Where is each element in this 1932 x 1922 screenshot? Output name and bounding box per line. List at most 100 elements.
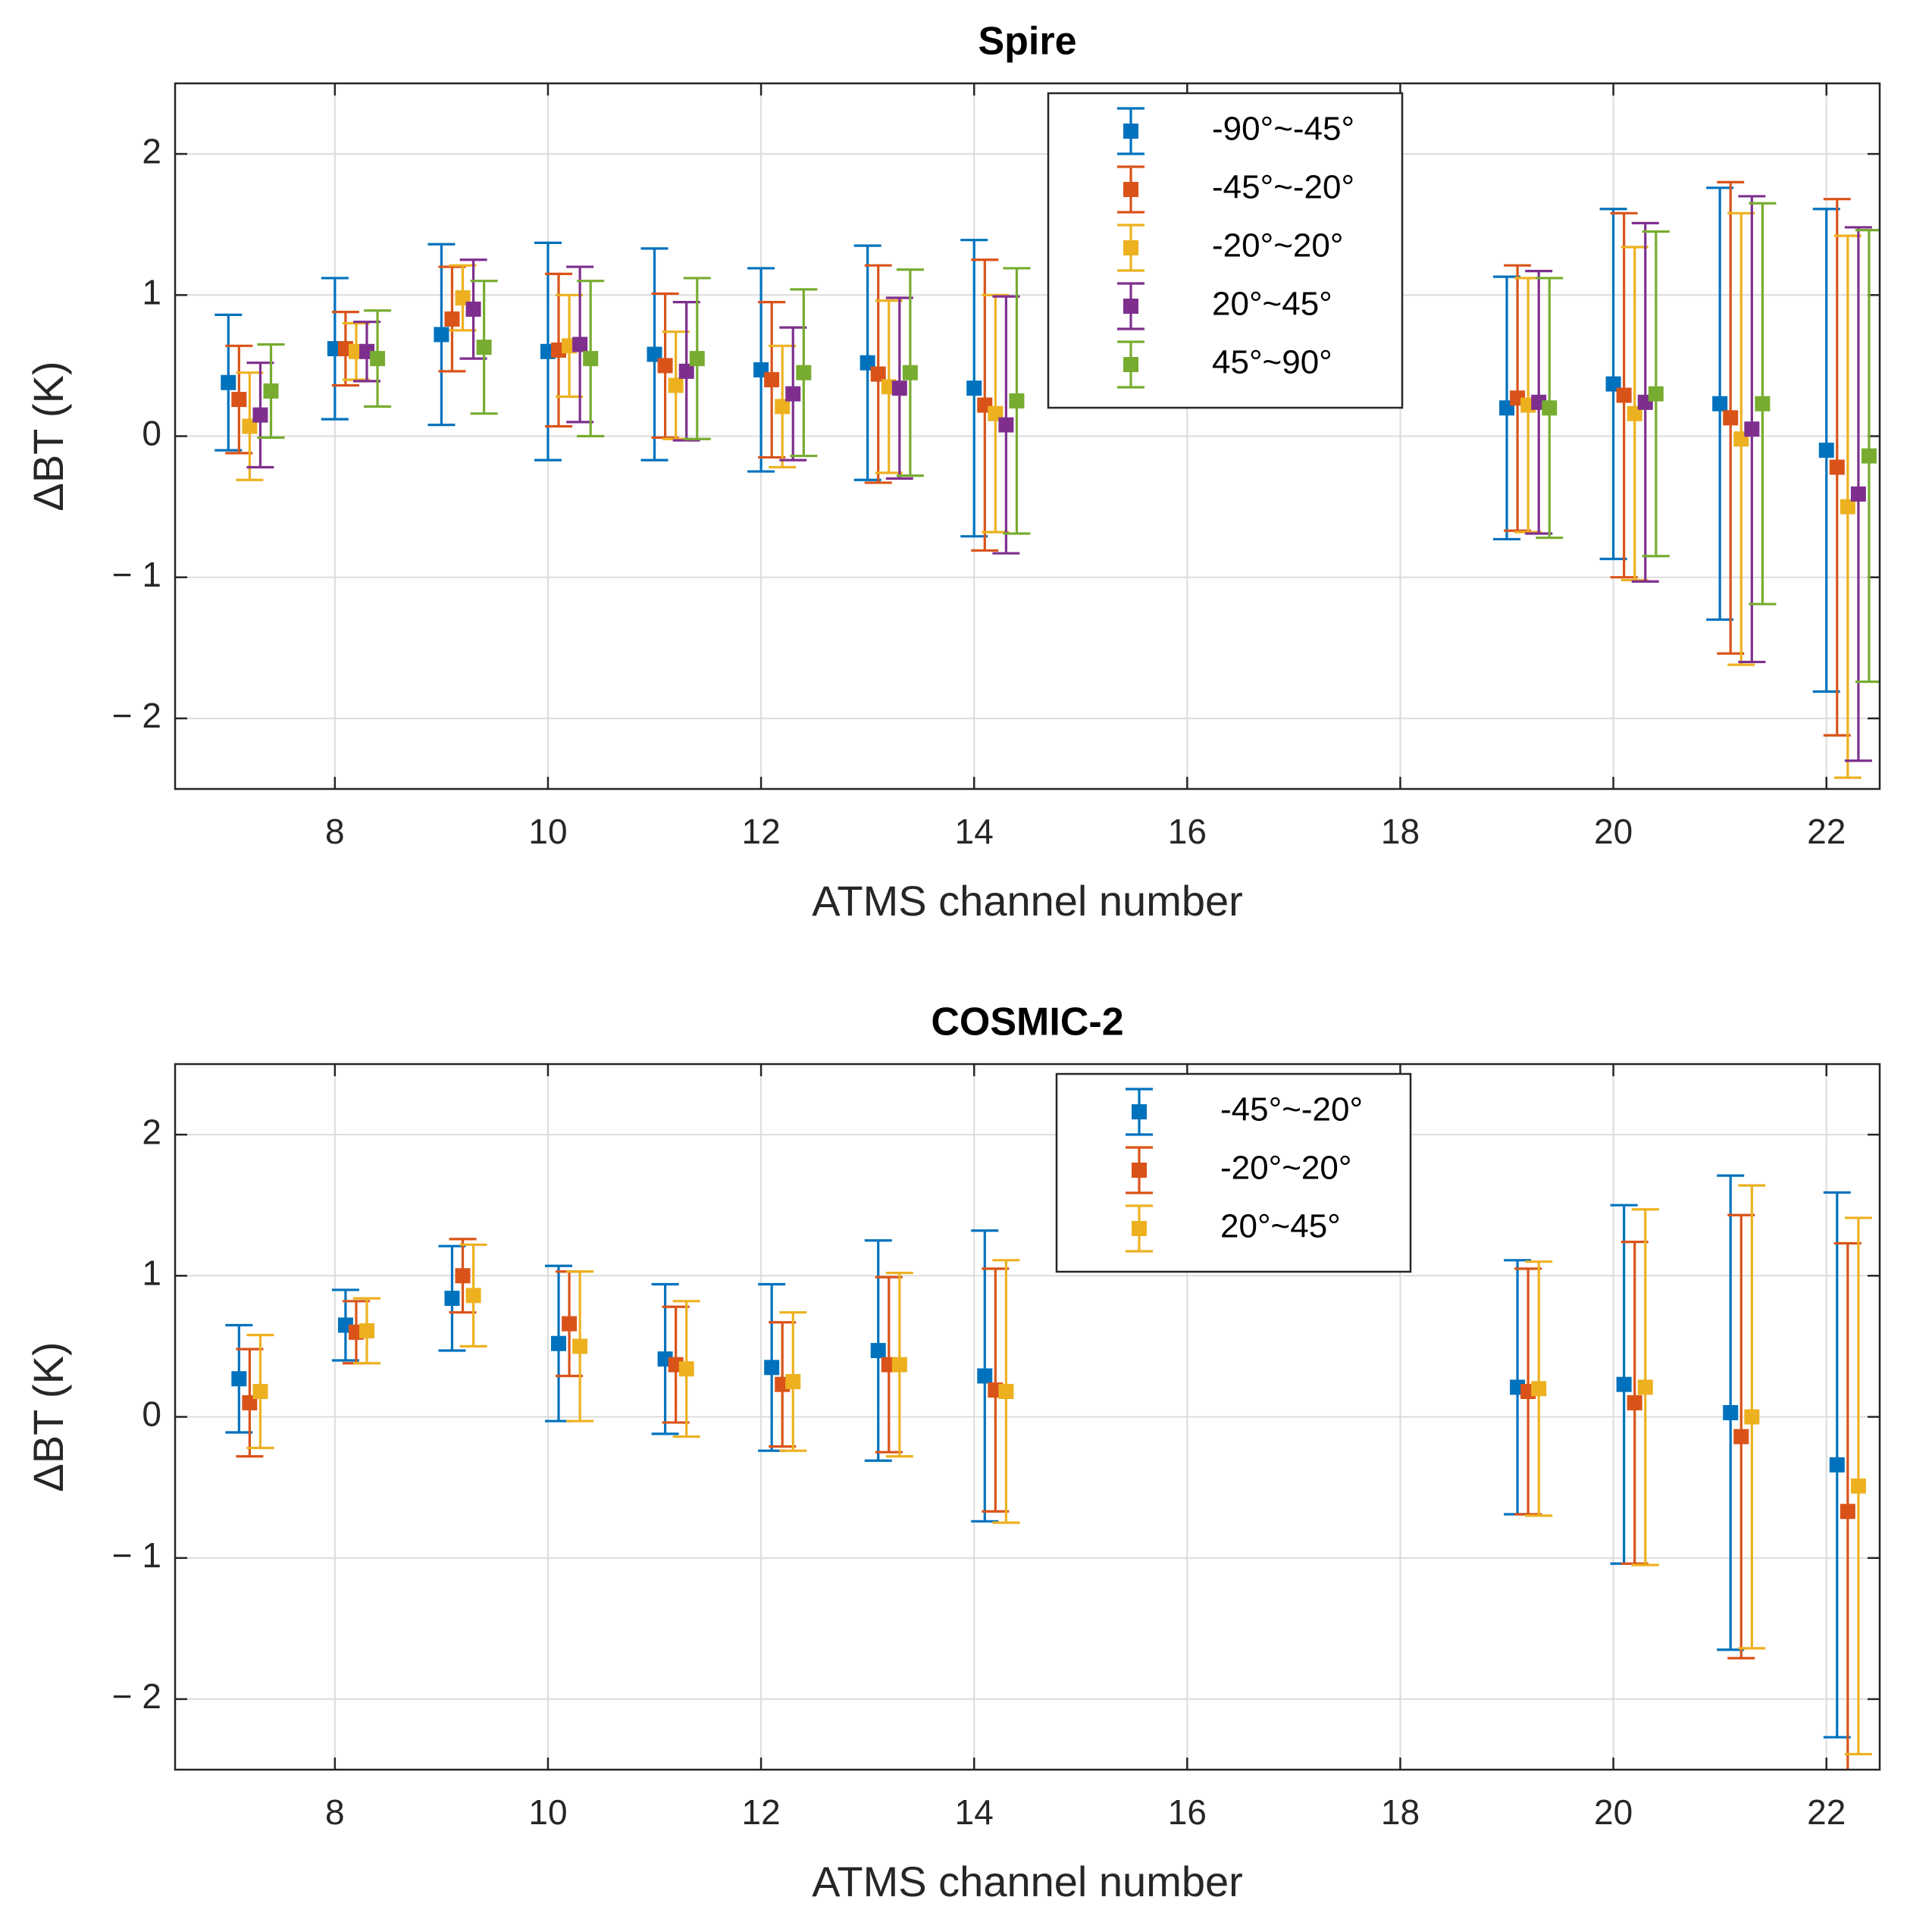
marker (455, 1268, 471, 1284)
plot-area (214, 180, 1880, 779)
marker (476, 340, 492, 355)
marker (1723, 410, 1739, 426)
x-tick-label: 20 (1594, 1792, 1633, 1832)
x-axis-label: ATMS channel number (812, 877, 1243, 925)
x-tick-label: 22 (1807, 812, 1846, 851)
marker (1829, 1457, 1845, 1473)
marker (1840, 499, 1855, 515)
marker (562, 1316, 578, 1332)
marker (998, 1383, 1014, 1399)
marker (764, 372, 780, 388)
x-tick-label: 8 (325, 1792, 345, 1832)
legend-label: -45°~-20° (1212, 169, 1354, 206)
legend-label: -20°~20° (1220, 1150, 1351, 1187)
y-axis-label: ΔBT (K) (24, 1341, 72, 1492)
marker (1531, 1381, 1547, 1397)
y-tick-label: − 2 (112, 1676, 161, 1716)
marker (231, 1371, 247, 1387)
marker (657, 358, 673, 374)
y-tick-label: − 1 (112, 1535, 161, 1575)
y-tick-label: 2 (142, 131, 161, 171)
marker (583, 351, 599, 367)
axes-box (174, 82, 1881, 790)
marker (370, 351, 386, 367)
marker (1755, 396, 1771, 412)
plot-area (225, 1174, 1872, 1770)
x-tick-label: 8 (325, 812, 345, 851)
marker (785, 1373, 801, 1389)
marker (998, 417, 1014, 433)
legend-box (1055, 1072, 1412, 1273)
marker (678, 1361, 694, 1377)
marker (689, 351, 705, 367)
marker (902, 365, 918, 380)
y-tick-label: − 2 (112, 696, 161, 735)
marker (1850, 1478, 1866, 1494)
marker (1733, 1429, 1749, 1445)
marker (977, 1368, 993, 1384)
legend: -90°~-45° -45°~-20° -20°~20° 20°~45° 45°~90° (1047, 92, 1404, 409)
marker (1637, 1379, 1653, 1395)
legend-label: 20°~45° (1212, 286, 1332, 323)
marker (764, 1360, 780, 1376)
marker (465, 1288, 481, 1304)
x-tick-label: 10 (528, 1792, 567, 1832)
legend-label: -45°~-20° (1220, 1091, 1363, 1128)
y-tick-label: 2 (142, 1112, 161, 1151)
x-tick-label: 18 (1381, 812, 1420, 851)
marker (444, 1291, 460, 1307)
marker (551, 1335, 567, 1351)
marker (796, 365, 812, 380)
marker (668, 377, 684, 393)
marker (891, 380, 907, 396)
marker (1723, 1404, 1739, 1420)
marker (891, 1357, 907, 1373)
legend-label: -90°~-45° (1212, 111, 1354, 148)
y-tick-label: 1 (142, 272, 161, 311)
x-axis-label: ATMS channel number (812, 1858, 1243, 1905)
x-tick-label: 18 (1381, 1792, 1420, 1832)
marker (1616, 1376, 1632, 1392)
marker (221, 374, 236, 390)
marker (785, 386, 801, 402)
marker (1829, 459, 1845, 475)
marker (775, 399, 791, 415)
legend: -45°~-20° -20°~20° 20°~45° (1055, 1072, 1412, 1273)
marker (678, 363, 694, 379)
marker (359, 1323, 375, 1338)
x-tick-label: 14 (955, 812, 994, 851)
chart-title: COSMIC-2 (931, 1000, 1123, 1044)
x-tick-label: 16 (1168, 812, 1207, 851)
marker (252, 407, 268, 423)
marker (572, 1338, 588, 1354)
x-tick-label: 10 (528, 812, 567, 851)
marker (1648, 386, 1664, 402)
marker (870, 366, 886, 382)
y-tick-label: 1 (142, 1253, 161, 1292)
x-tick-label: 14 (955, 1792, 994, 1832)
legend-label: 45°~90° (1212, 344, 1332, 381)
marker (1627, 1395, 1642, 1410)
marker (870, 1342, 886, 1358)
legend-label: 20°~45° (1220, 1208, 1341, 1245)
y-tick-label: 0 (142, 1395, 161, 1434)
marker (444, 311, 460, 327)
marker (1744, 1409, 1760, 1425)
marker (434, 327, 449, 343)
marker (1542, 400, 1558, 416)
marker (966, 380, 982, 396)
x-tick-label: 16 (1168, 1792, 1207, 1832)
marker (1840, 1504, 1855, 1520)
x-tick-label: 22 (1807, 1792, 1846, 1832)
legend-box (1047, 92, 1404, 409)
x-tick-label: 12 (742, 812, 781, 851)
chart: COSMIC-2 ATMS channel number ΔBT (K) − 2 − 1… (24, 1000, 1881, 1905)
chart-title: Spire (978, 20, 1076, 64)
marker (263, 383, 279, 399)
marker (1861, 448, 1877, 464)
marker (465, 301, 481, 317)
marker (1009, 393, 1025, 409)
marker (1744, 421, 1760, 437)
marker (572, 337, 588, 352)
